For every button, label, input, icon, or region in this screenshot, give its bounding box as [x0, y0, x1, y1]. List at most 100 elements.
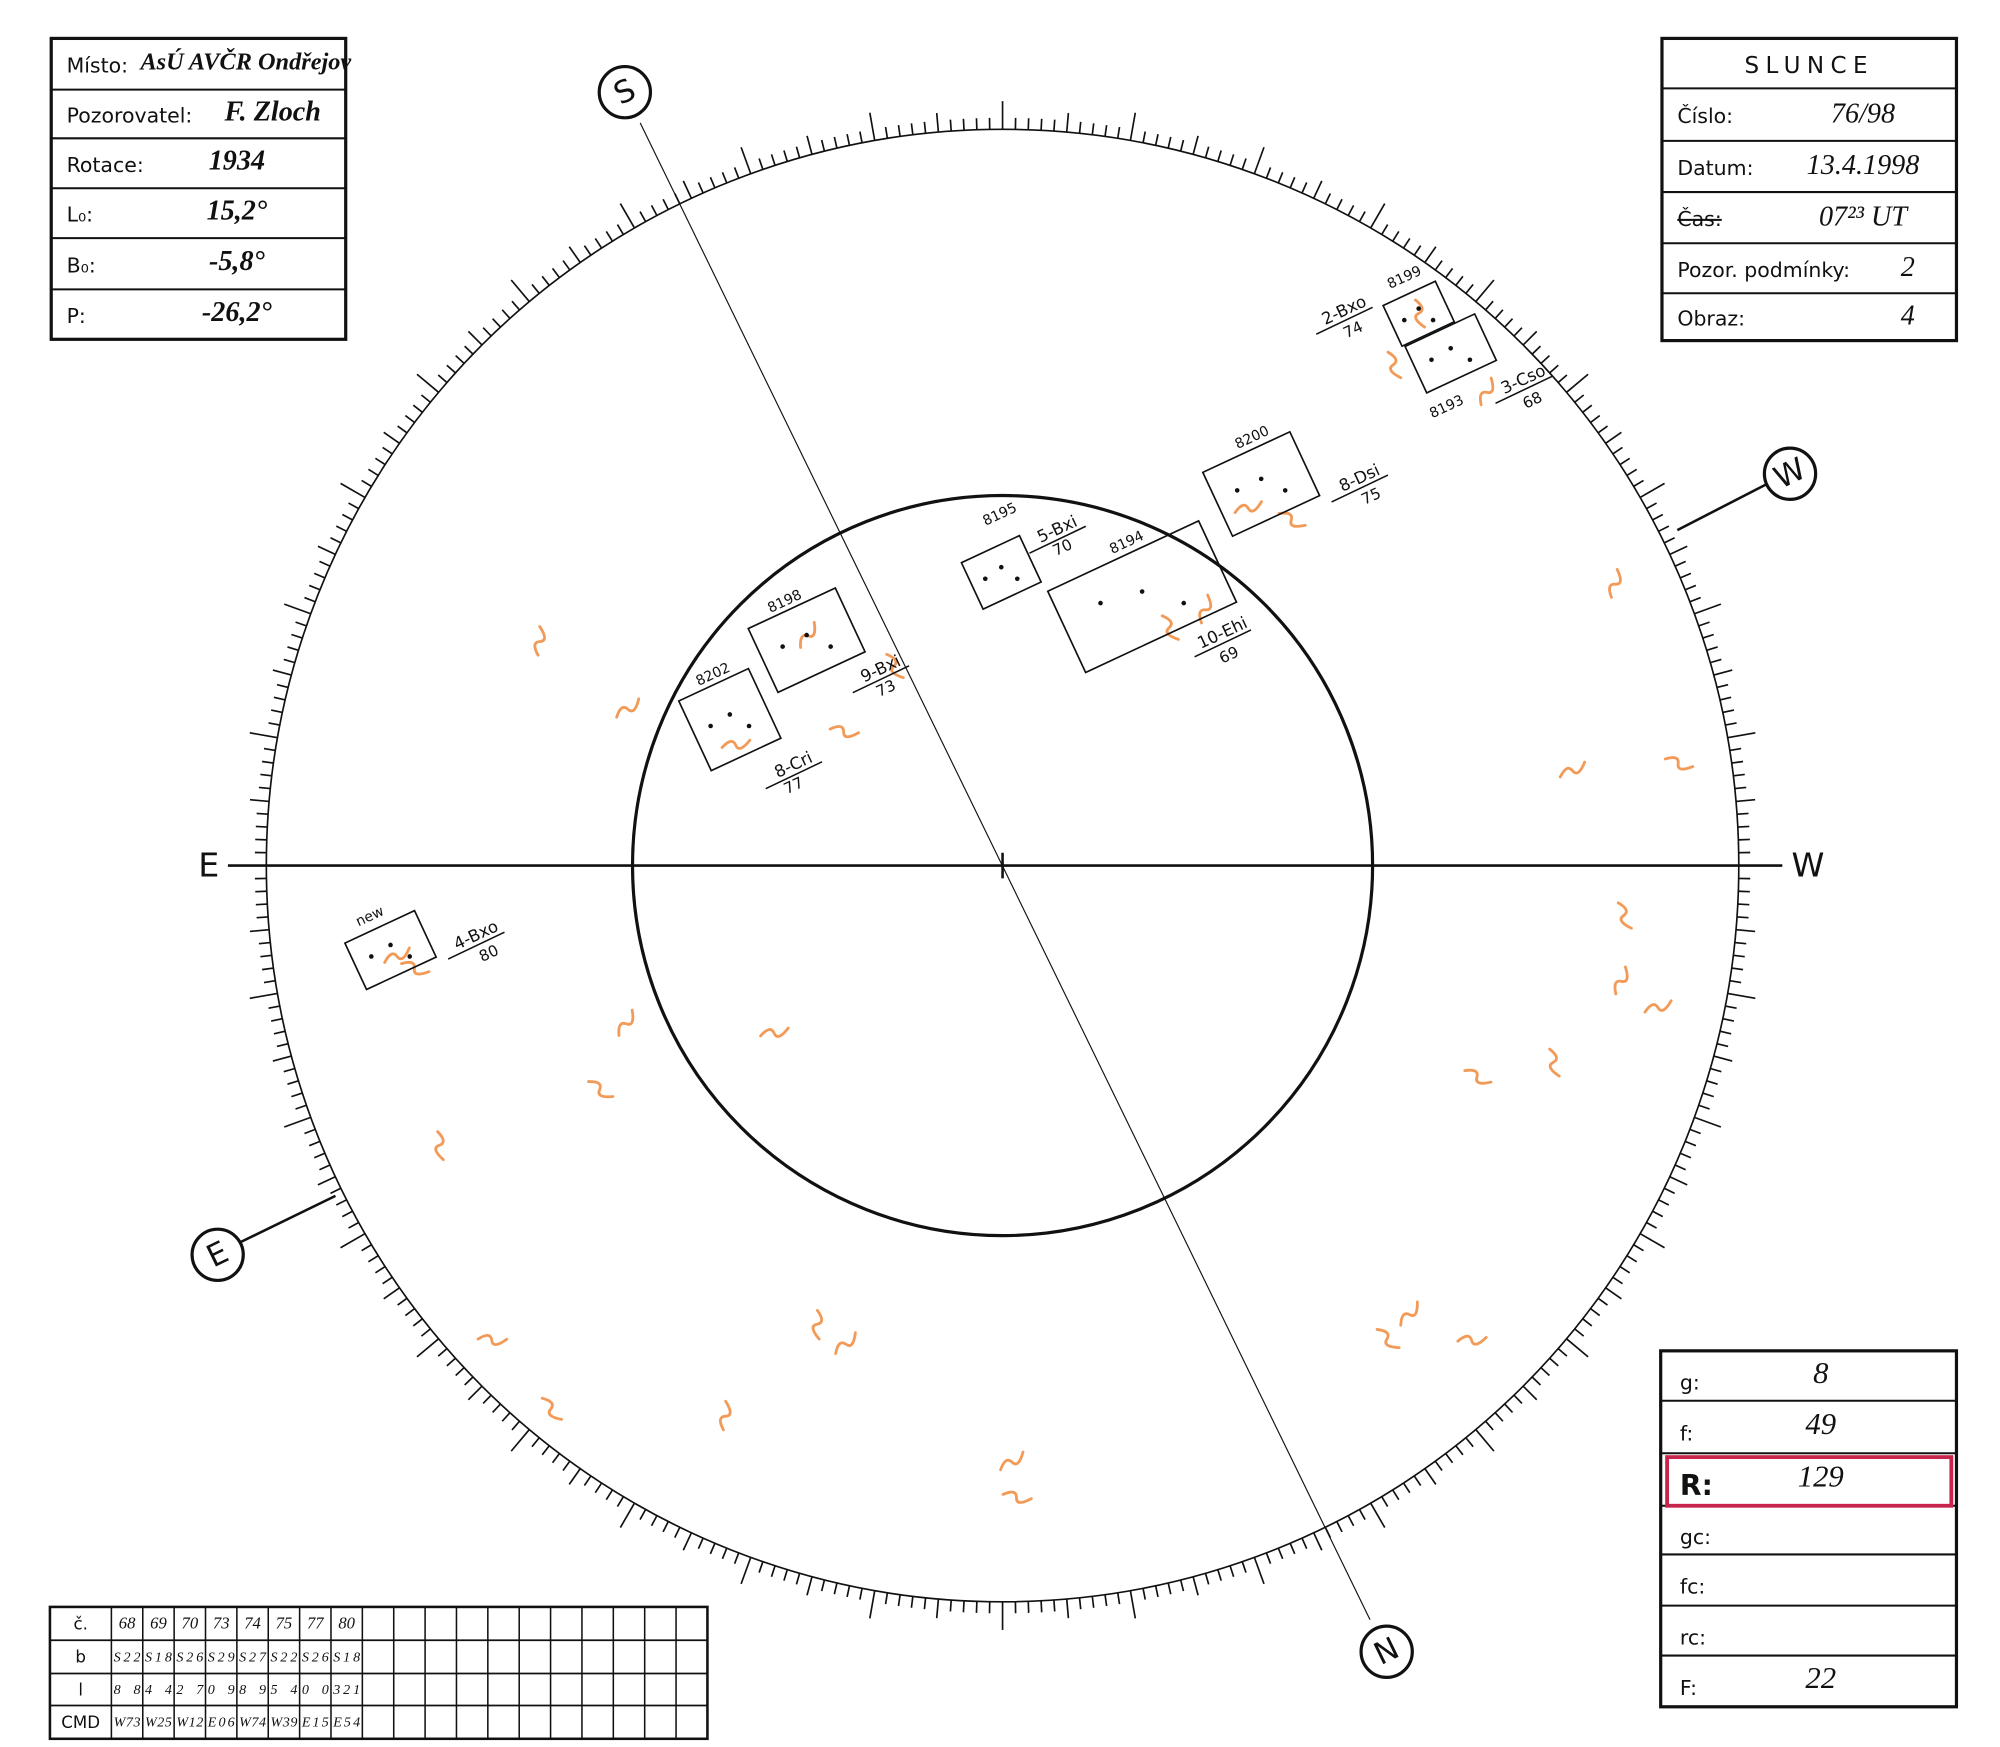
- sunspot: [1430, 317, 1436, 323]
- region-box: [1382, 280, 1456, 348]
- tick: [758, 158, 764, 170]
- region-box: [747, 586, 867, 694]
- region-box: [343, 909, 438, 991]
- tick: [740, 1557, 752, 1585]
- region-box: [677, 667, 782, 772]
- e-pointer: [240, 1194, 337, 1244]
- tick: [1484, 300, 1494, 311]
- tick: [616, 224, 625, 235]
- tick: [1402, 1482, 1411, 1494]
- sunspot: [828, 644, 833, 649]
- sunspot: [998, 564, 1004, 570]
- tick: [531, 1437, 540, 1448]
- tick: [335, 1199, 347, 1206]
- tick: [709, 176, 716, 189]
- tick: [1465, 1437, 1474, 1448]
- facula: [885, 652, 905, 680]
- tick: [1540, 1367, 1551, 1377]
- tick: [1725, 1005, 1737, 1010]
- tick: [1716, 1042, 1729, 1048]
- tick: [1658, 1199, 1670, 1206]
- facula: [615, 697, 641, 719]
- tick: [340, 482, 366, 499]
- tick: [568, 1468, 581, 1485]
- tick: [551, 1453, 561, 1464]
- tick: [1684, 584, 1697, 591]
- facula: [434, 1130, 445, 1162]
- tick: [1719, 1030, 1732, 1035]
- info-value: 76/98: [1831, 98, 1895, 129]
- tick: [1729, 979, 1742, 984]
- region-box: [1403, 312, 1498, 394]
- tick: [317, 1175, 336, 1186]
- tick: [770, 154, 776, 166]
- tick: [1104, 1594, 1108, 1607]
- tick: [491, 1403, 502, 1414]
- region-class: 3-Cso: [1498, 361, 1549, 398]
- tick: [541, 275, 550, 286]
- region-class: 10-Ehi: [1194, 613, 1250, 653]
- tick: [1605, 1287, 1622, 1300]
- sunspot: [1234, 488, 1240, 493]
- tick: [308, 584, 321, 591]
- tick: [272, 1055, 292, 1062]
- count-label: g:: [1680, 1370, 1700, 1394]
- tick: [1402, 237, 1411, 249]
- tick: [1612, 1276, 1623, 1285]
- tick: [1725, 722, 1737, 726]
- tick: [1531, 345, 1542, 355]
- tick: [1192, 1576, 1199, 1596]
- tick: [482, 327, 492, 337]
- tick: [304, 1128, 316, 1135]
- sunspot: [1139, 589, 1145, 594]
- tick: [1574, 1328, 1585, 1337]
- tick: [962, 118, 965, 131]
- facula: [720, 738, 752, 750]
- tick: [283, 1116, 312, 1128]
- tick: [437, 1347, 448, 1357]
- tick: [605, 230, 614, 242]
- tick: [1241, 158, 1247, 170]
- info-label: P:: [67, 304, 86, 328]
- tick: [884, 1592, 889, 1605]
- tick: [721, 1547, 728, 1560]
- table-cell: S22: [270, 1649, 297, 1665]
- tick: [1413, 245, 1422, 256]
- tick: [1633, 1244, 1644, 1252]
- tick: [1434, 260, 1443, 271]
- table-cell: 27: [176, 1682, 204, 1698]
- tick: [619, 1502, 636, 1528]
- tick: [511, 300, 521, 311]
- facula: [540, 1396, 563, 1421]
- tick: [412, 1318, 423, 1327]
- tick: [594, 1482, 603, 1494]
- sunspot: [804, 632, 809, 638]
- counts-box: [1659, 1349, 1959, 1709]
- tick: [1504, 1403, 1514, 1414]
- tick: [446, 1357, 456, 1367]
- tick: [1277, 171, 1284, 184]
- facula: [1663, 756, 1695, 771]
- tick: [1142, 131, 1147, 144]
- tick: [295, 621, 307, 627]
- region-rule: [1029, 525, 1087, 554]
- tick: [1719, 696, 1732, 701]
- facula: [617, 1008, 635, 1037]
- tick: [1424, 246, 1437, 263]
- tick: [304, 596, 316, 603]
- tick: [383, 431, 400, 444]
- tick: [446, 364, 456, 374]
- highlight: [1665, 1455, 1954, 1508]
- tick: [1652, 1210, 1664, 1218]
- tick: [1597, 1297, 1609, 1306]
- table-cell: 77: [307, 1614, 324, 1633]
- facula: [1616, 901, 1633, 930]
- tick: [1301, 182, 1308, 194]
- sunspot: [1181, 600, 1187, 606]
- tick: [783, 1569, 789, 1581]
- tick: [1444, 267, 1454, 279]
- tick: [1652, 513, 1664, 521]
- tick: [276, 1042, 289, 1048]
- tick: [619, 203, 636, 229]
